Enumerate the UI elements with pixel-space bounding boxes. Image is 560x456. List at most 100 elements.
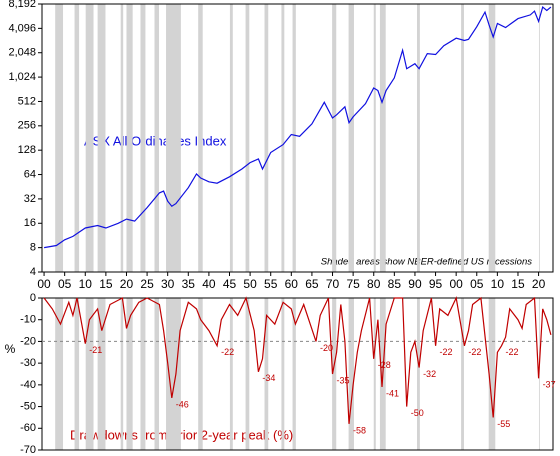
recession-band bbox=[97, 4, 106, 272]
recession-band bbox=[379, 4, 386, 272]
trough-label: -37 bbox=[543, 380, 556, 390]
recession-band bbox=[140, 298, 146, 450]
line-series bbox=[43, 6, 552, 249]
trough-label: -22 bbox=[440, 347, 453, 357]
x-tick-label: 45 bbox=[223, 277, 237, 291]
trough-label: -32 bbox=[423, 369, 436, 379]
recession-band bbox=[85, 4, 94, 272]
y-tick-label: 2,048 bbox=[8, 47, 36, 59]
y-axis-label: % bbox=[5, 342, 16, 356]
recession-band bbox=[373, 4, 376, 272]
x-tick-label: 40 bbox=[202, 277, 216, 291]
trough-label: -22 bbox=[221, 347, 234, 357]
recession-band bbox=[417, 298, 420, 450]
x-tick-label: 85 bbox=[388, 277, 402, 291]
trough-label: -50 bbox=[411, 408, 424, 418]
recession-band bbox=[245, 4, 250, 272]
recession-band bbox=[245, 298, 250, 450]
recession-band bbox=[373, 298, 376, 450]
x-tick-label: 15 bbox=[511, 277, 525, 291]
x-tick-label: 75 bbox=[346, 277, 360, 291]
recession-band bbox=[198, 4, 203, 272]
trough-label: -34 bbox=[262, 373, 275, 383]
x-tick-label: 30 bbox=[161, 277, 175, 291]
trough-label: -46 bbox=[176, 399, 189, 409]
x-tick-label: 00 bbox=[37, 277, 51, 291]
recession-band bbox=[55, 298, 64, 450]
recession-band bbox=[332, 298, 337, 450]
series-label: Drawdowns from prior 2-year peak (%) bbox=[70, 427, 293, 442]
trough-label: -55 bbox=[497, 419, 510, 429]
y-tick-label: 16 bbox=[24, 217, 36, 229]
y-tick-label: 512 bbox=[18, 95, 36, 107]
trough-label: -21 bbox=[89, 345, 102, 355]
recession-band bbox=[264, 4, 269, 272]
recession-band bbox=[292, 4, 296, 272]
recession-band bbox=[264, 298, 269, 450]
y-tick-label: 1,024 bbox=[8, 71, 36, 83]
y-tick-label: -70 bbox=[20, 444, 36, 456]
recession-band bbox=[120, 4, 124, 272]
recession-band bbox=[154, 298, 160, 450]
y-tick-label: 32 bbox=[24, 193, 36, 205]
recession-band bbox=[281, 4, 285, 272]
y-tick-label: 256 bbox=[18, 120, 36, 132]
recession-band bbox=[488, 298, 496, 450]
trough-label: -22 bbox=[468, 347, 481, 357]
y-tick-label: -50 bbox=[20, 400, 36, 412]
y-tick-label: 8,192 bbox=[8, 0, 36, 10]
y-tick-label: -60 bbox=[20, 422, 36, 434]
x-tick-label: 70 bbox=[326, 277, 340, 291]
x-tick-label: 10 bbox=[491, 277, 505, 291]
plot-frame bbox=[41, 297, 554, 451]
x-tick-label: 15 bbox=[99, 277, 113, 291]
y-tick-label: 128 bbox=[18, 144, 36, 156]
x-tick-label: 20 bbox=[532, 277, 546, 291]
x-tick-label: 05 bbox=[58, 277, 72, 291]
x-tick-label: 80 bbox=[367, 277, 381, 291]
recession-band bbox=[348, 4, 354, 272]
x-tick-label: 20 bbox=[120, 277, 134, 291]
recession-band bbox=[97, 298, 106, 450]
recession-band bbox=[126, 298, 133, 450]
y-tick-label: 8 bbox=[30, 242, 36, 254]
recession-band bbox=[166, 4, 181, 272]
recession-band bbox=[488, 4, 496, 272]
y-tick-label: -20 bbox=[20, 335, 36, 347]
recession-band bbox=[85, 298, 94, 450]
recession-band bbox=[332, 4, 337, 272]
x-tick-label: 50 bbox=[243, 277, 257, 291]
x-tick-label: 55 bbox=[264, 277, 278, 291]
y-tick-label: -30 bbox=[20, 357, 36, 369]
y-tick-label: -10 bbox=[20, 314, 36, 326]
recession-band bbox=[348, 298, 354, 450]
recession-band bbox=[461, 298, 464, 450]
line-series bbox=[43, 296, 552, 424]
recession-band bbox=[417, 4, 420, 272]
x-tick-label: 65 bbox=[305, 277, 319, 291]
recession-band bbox=[461, 4, 464, 272]
recession-band bbox=[229, 4, 233, 272]
y-tick-label: -40 bbox=[20, 379, 36, 391]
recession-band bbox=[55, 4, 64, 272]
trough-label: -20 bbox=[320, 343, 333, 353]
y-tick-label: 64 bbox=[24, 168, 36, 180]
y-tick-label: 4 bbox=[30, 266, 36, 278]
recession-band bbox=[166, 298, 181, 450]
y-tick-label: 4,096 bbox=[8, 22, 36, 34]
recession-band bbox=[281, 298, 285, 450]
x-tick-label: 60 bbox=[285, 277, 299, 291]
x-tick-label: 05 bbox=[470, 277, 484, 291]
trough-label: -35 bbox=[337, 375, 350, 385]
y-tick-label: 0 bbox=[30, 292, 36, 304]
x-tick-label: 00 bbox=[449, 277, 463, 291]
recession-band bbox=[126, 4, 133, 272]
recession-band bbox=[74, 298, 80, 450]
recession-band bbox=[74, 4, 80, 272]
recession-band bbox=[120, 298, 124, 450]
recession-band bbox=[154, 4, 160, 272]
x-tick-label: 25 bbox=[140, 277, 154, 291]
trough-label: -28 bbox=[378, 360, 391, 370]
recession-band bbox=[292, 298, 296, 450]
x-tick-label: 35 bbox=[182, 277, 196, 291]
